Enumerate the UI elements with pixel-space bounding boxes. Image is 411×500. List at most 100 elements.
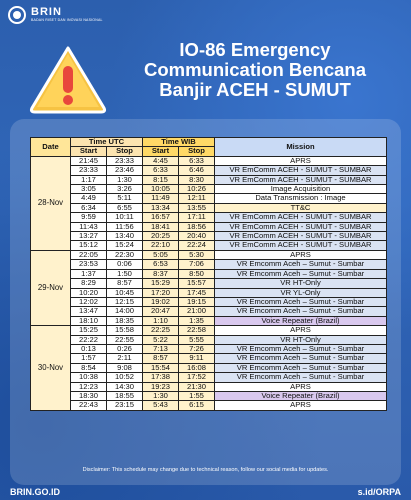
wib-stop-cell: 21:00 — [178, 306, 215, 317]
wib-start-cell: 8:57 — [142, 353, 179, 364]
header-utc-start: Start — [70, 146, 107, 157]
table-row: 12:02 12:15 19:02 19:15 VR Emcomm Aceh – Sum… — [31, 296, 387, 308]
table-row: 13:47 14:00 20:47 21:00 VR Emcomm Aceh – Sum… — [31, 306, 387, 317]
title-line-3: Banjir ACEH - SUMUT — [159, 79, 351, 100]
disclaimer: Disclaimer: This schedule may change due… — [82, 467, 329, 473]
wib-stop-cell: 17:45 — [178, 287, 215, 298]
utc-stop-cell: 10:52 — [106, 372, 143, 383]
utc-stop-cell: 5:11 — [106, 193, 143, 204]
wib-start-cell: 22:25 — [142, 325, 179, 336]
table-row: 1:17 1:30 8:15 8:30 VR EmComm ACEH - SUMUT -… — [31, 174, 387, 186]
utc-stop-cell: 15:58 — [106, 325, 143, 336]
utc-start-cell: 10:20 — [70, 287, 107, 298]
title-line-1: IO-86 Emergency — [179, 39, 331, 60]
wib-start-cell: 22:10 — [142, 240, 179, 251]
wib-stop-cell: 22:58 — [178, 325, 215, 336]
wib-start-cell: 15:29 — [142, 278, 179, 289]
header-mission: Mission — [214, 137, 387, 157]
table-row: 9:59 10:11 16:57 17:11 VR EmComm ACEH - SUMU… — [31, 212, 387, 223]
table-row: 1:57 2:11 8:57 9:11 VR Emcomm Aceh – Sumut -… — [31, 353, 387, 364]
mission-cell: VR Emcomm Aceh – Sumut - Sumbar — [214, 306, 387, 317]
table-row: 15:12 15:24 22:10 22:24 VR EmComm ACEH - SUM… — [31, 240, 387, 251]
utc-start-cell: 4:49 — [70, 193, 107, 204]
wib-stop-cell: 17:52 — [178, 372, 215, 383]
wib-stop-cell: 6:46 — [178, 165, 215, 176]
schedule-body: 28-Nov 21:45 23:33 4:45 6:33 APRS 23:33 23:46 6:… — [30, 155, 387, 411]
utc-stop-cell: 2:11 — [106, 353, 143, 364]
brand-text: BRIN BADAN RISET DAN INOVASI NASIONAL — [31, 7, 103, 23]
utc-stop-cell: 14:00 — [106, 306, 143, 317]
mission-cell: VR EmComm ACEH - SUMUT - SUMBAR — [214, 240, 387, 251]
wib-stop-cell: 22:24 — [178, 240, 215, 251]
table-row: 30-Nov 15:25 15:58 22:25 22:58 APRS — [30, 325, 387, 411]
utc-start-cell: 22:43 — [70, 400, 107, 411]
utc-start-cell: 9:59 — [70, 212, 107, 223]
wib-stop-cell: 17:11 — [178, 212, 215, 223]
header-wib-stop: Stop — [178, 146, 215, 157]
wib-start-cell: 6:53 — [142, 259, 179, 270]
wib-start-cell: 5:43 — [142, 400, 179, 411]
utc-stop-cell: 23:15 — [106, 400, 143, 411]
utc-start-cell: 1:57 — [70, 353, 107, 364]
mission-cell: VR HT-Only — [214, 278, 387, 289]
mission-cell: APRS — [214, 325, 387, 336]
wib-stop-cell: 12:11 — [178, 193, 215, 204]
utc-stop-cell: 10:11 — [106, 212, 143, 223]
table-row: 8:54 9:08 15:54 16:08 VR Emcomm Aceh – Sumut… — [31, 362, 387, 374]
date-cell: 29-Nov — [30, 249, 71, 327]
mission-cell: VR EmComm ACEH - SUMUT - SUMBAR — [214, 165, 387, 176]
header-date: Date — [30, 137, 71, 157]
utc-start-cell: 10:38 — [70, 372, 107, 383]
mission-cell: Data Transmission : Image — [214, 193, 387, 204]
wib-start-cell: 17:38 — [142, 372, 179, 383]
short-link[interactable]: s.id/ORPA — [357, 487, 401, 497]
table-row: 6:34 6:55 13:34 13:55 TT&C — [31, 202, 387, 214]
title-line-2: Communication Bencana — [143, 59, 367, 80]
utc-stop-cell: 10:45 — [106, 287, 143, 298]
utc-stop-cell: 15:24 — [106, 240, 143, 251]
wib-stop-cell: 6:15 — [178, 400, 215, 411]
utc-start-cell: 23:53 — [70, 259, 107, 270]
mission-cell: VR YL-Only — [214, 287, 387, 298]
table-row: 10:38 10:52 17:38 17:52 VR Emcomm Aceh – Sum… — [31, 372, 387, 383]
utc-stop-cell: 8:57 — [106, 278, 143, 289]
table-row: 1:37 1:50 8:37 8:50 VR Emcomm Aceh – Sumut -… — [31, 268, 387, 280]
wib-start-cell: 6:33 — [142, 165, 179, 176]
table-row: 18:10 18:35 1:10 1:35 Voice Repeater (Brazil… — [31, 315, 387, 327]
table-row: 22:43 23:15 5:43 6:15 APRS — [31, 400, 387, 411]
schedule-table: Date Time UTC Time WIB Mission Start Sto… — [30, 136, 387, 411]
header-utc-stop: Stop — [106, 146, 143, 157]
table-row: 29-Nov 22:05 22:30 5:05 5:30 APRS — [30, 249, 387, 327]
table-row: 23:33 23:46 6:33 6:46 VR EmComm ACEH - SUMUT… — [31, 165, 387, 176]
mission-cell: VR Emcomm Aceh – Sumut - Sumbar — [214, 372, 387, 383]
brand-header: BRIN BADAN RISET DAN INOVASI NASIONAL — [8, 6, 103, 24]
mission-cell: VR Emcomm Aceh – Sumut - Sumbar — [214, 259, 387, 270]
date-cell: 30-Nov — [30, 325, 71, 411]
table-row: 4:49 5:11 11:49 12:11 Data Transmission : Im… — [31, 193, 387, 204]
utc-start-cell: 23:33 — [70, 165, 107, 176]
wib-start-cell: 17:20 — [142, 287, 179, 298]
table-row: 11:43 11:56 18:41 18:56 VR EmComm ACEH - SUM… — [31, 221, 387, 233]
table-row: 0:13 0:26 7:13 7:26 VR Emcomm Aceh – Sumut -… — [31, 343, 387, 355]
table-row: 23:53 0:06 6:53 7:06 VR Emcomm Aceh – Sumut … — [31, 259, 387, 270]
utc-start-cell: 8:29 — [70, 278, 107, 289]
mission-cell: VR EmComm ACEH - SUMUT - SUMBAR — [214, 212, 387, 223]
wib-start-cell: 11:49 — [142, 193, 179, 204]
wib-stop-cell: 15:57 — [178, 278, 215, 289]
utc-start-cell: 15:12 — [70, 240, 107, 251]
table-row: 13:27 13:40 20:25 20:40 VR EmComm ACEH - SUM… — [31, 231, 387, 242]
table-row: 10:20 10:45 17:20 17:45 VR YL-Only — [31, 287, 387, 298]
wib-start-cell: 16:57 — [142, 212, 179, 223]
table-row: 8:29 8:57 15:29 15:57 VR HT-Only — [31, 278, 387, 289]
utc-start-cell: 15:25 — [70, 325, 107, 336]
utc-start-cell: 13:47 — [70, 306, 107, 317]
website-link[interactable]: BRIN.GO.ID — [10, 487, 61, 497]
wib-start-cell: 20:47 — [142, 306, 179, 317]
warning-icon — [29, 46, 107, 114]
brin-logo-icon — [8, 6, 26, 24]
table-row: 12:23 14:30 19:23 21:30 APRS — [31, 381, 387, 392]
page-title: IO-86 Emergency Communication Bencana Ba… — [115, 40, 395, 100]
mission-cell: APRS — [214, 400, 387, 411]
mission-cell: VR Emcomm Aceh – Sumut - Sumbar — [214, 353, 387, 364]
utc-stop-cell: 0:06 — [106, 259, 143, 270]
